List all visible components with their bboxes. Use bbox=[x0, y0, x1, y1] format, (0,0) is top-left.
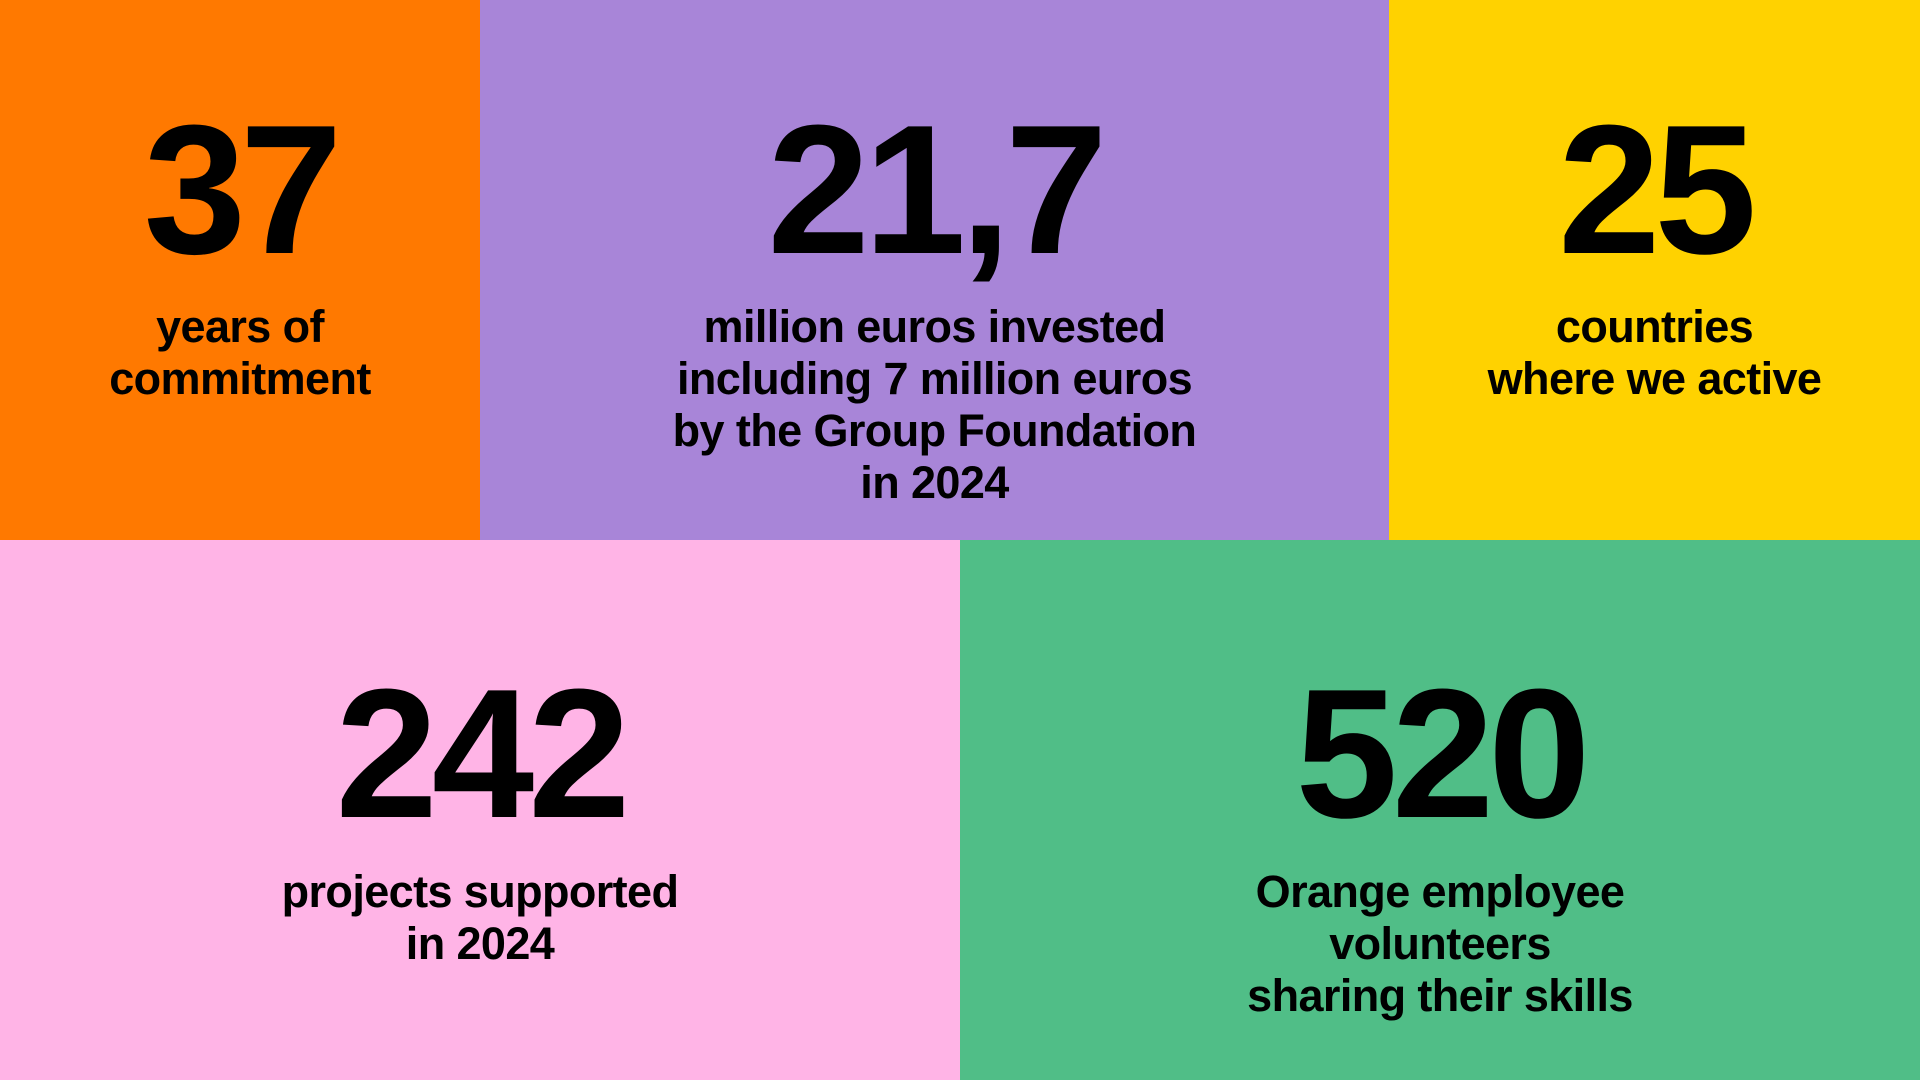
stat-value: 242 bbox=[335, 650, 631, 856]
stat-label: countries where we active bbox=[1487, 301, 1822, 404]
stat-tile-volunteers: 520 Orange employee volunteers sharing t… bbox=[960, 540, 1920, 1080]
stat-value: 37 bbox=[143, 86, 343, 292]
stat-value: 520 bbox=[1295, 650, 1591, 856]
stat-value: 25 bbox=[1558, 86, 1757, 292]
stat-label: million euros invested including 7 milli… bbox=[672, 301, 1197, 508]
stat-tile-projects: 242 projects supported in 2024 bbox=[0, 540, 960, 1080]
stat-label: years of commitment bbox=[109, 301, 371, 404]
stat-value: 21,7 bbox=[767, 86, 1107, 292]
stat-tile-years: 37 years of commitment bbox=[0, 0, 480, 540]
stat-label: Orange employee volunteers sharing their… bbox=[1247, 866, 1633, 1021]
stat-tile-investment: 21,7 million euros invested including 7 … bbox=[480, 0, 1389, 540]
stat-label: projects supported in 2024 bbox=[281, 866, 679, 969]
stat-tile-countries: 25 countries where we active bbox=[1389, 0, 1920, 540]
